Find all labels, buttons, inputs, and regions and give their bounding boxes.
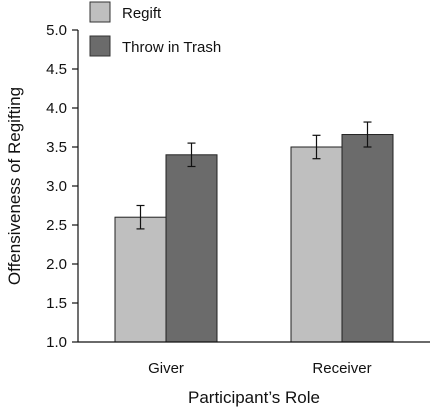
y-tick-label: 5.0 [46, 22, 67, 39]
bar-throw-in-trash-giver [165, 154, 218, 343]
bar-throw-in-trash-receiver [341, 134, 394, 343]
legend-swatch-throw-in-trash [89, 35, 111, 57]
y-tick-label: 4.5 [46, 61, 67, 78]
legend-label-regift: Regift [122, 5, 162, 22]
x-tick-label-receiver: Receiver [312, 360, 371, 377]
bar-regift-receiver [290, 146, 343, 343]
bars-group [114, 134, 394, 343]
y-tick-label: 1.5 [46, 295, 67, 312]
y-ticks-group: 1.0 1.5 2.0 2.5 3.0 3.5 4.0 4.5 5.0 [46, 22, 78, 351]
y-tick-label: 2.5 [46, 217, 67, 234]
y-axis-title: Offensiveness of Regifting [5, 87, 24, 285]
x-axis-title: Participant’s Role [188, 388, 320, 407]
y-tick-label: 3.0 [46, 178, 67, 195]
legend: Regift Throw in Trash [89, 1, 221, 57]
legend-label-throw-in-trash: Throw in Trash [122, 39, 221, 56]
y-tick-label: 2.0 [46, 256, 67, 273]
error-bars-group [136, 121, 372, 230]
legend-swatch-regift [89, 1, 111, 23]
y-tick-label: 1.0 [46, 334, 67, 351]
x-tick-label-giver: Giver [148, 360, 184, 377]
y-tick-label: 4.0 [46, 100, 67, 117]
bar-regift-giver [114, 216, 167, 343]
x-ticks-group: Giver Receiver [148, 360, 372, 377]
y-tick-label: 3.5 [46, 139, 67, 156]
